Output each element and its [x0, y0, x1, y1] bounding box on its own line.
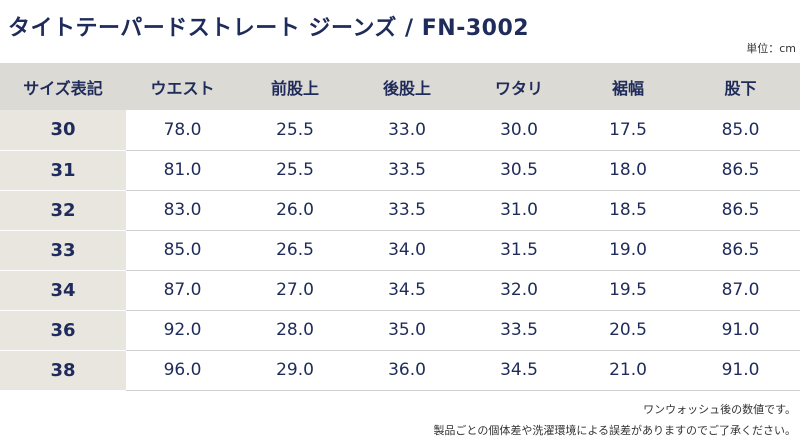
cell-inseam: 86.5: [681, 230, 800, 271]
header-back-rise: 後股上: [351, 63, 463, 110]
size-table: サイズ表記 ウエスト 前股上 後股上 ワタリ 裾幅 股下 30 78.0 25.5 3…: [0, 63, 800, 391]
cell-back-rise: 34.0: [351, 230, 463, 271]
cell-front-rise: 25.5: [239, 110, 351, 151]
cell-inseam: 87.0: [681, 270, 800, 311]
cell-thigh: 30.5: [463, 150, 575, 191]
cell-waist: 87.0: [126, 270, 239, 311]
cell-thigh: 30.0: [463, 110, 575, 151]
table-header-row: サイズ表記 ウエスト 前股上 後股上 ワタリ 裾幅 股下: [0, 63, 800, 110]
cell-back-rise: 35.0: [351, 310, 463, 351]
table-row: 34 87.0 27.0 34.5 32.0 19.5 87.0: [0, 270, 800, 311]
cell-back-rise: 34.5: [351, 270, 463, 311]
cell-hem-width: 17.5: [575, 110, 681, 151]
cell-back-rise: 33.5: [351, 150, 463, 191]
cell-size: 32: [0, 190, 126, 231]
cell-front-rise: 25.5: [239, 150, 351, 191]
cell-size: 31: [0, 150, 126, 191]
cell-hem-width: 20.5: [575, 310, 681, 351]
cell-front-rise: 27.0: [239, 270, 351, 311]
header-hem-width: 裾幅: [575, 63, 681, 110]
table-row: 36 92.0 28.0 35.0 33.5 20.5 91.0: [0, 310, 800, 351]
cell-inseam: 85.0: [681, 110, 800, 151]
cell-waist: 81.0: [126, 150, 239, 191]
cell-inseam: 91.0: [681, 310, 800, 351]
table-row: 30 78.0 25.5 33.0 30.0 17.5 85.0: [0, 110, 800, 151]
cell-back-rise: 33.0: [351, 110, 463, 151]
cell-front-rise: 26.5: [239, 230, 351, 271]
cell-thigh: 31.0: [463, 190, 575, 231]
cell-waist: 85.0: [126, 230, 239, 271]
cell-size: 36: [0, 310, 126, 351]
cell-thigh: 31.5: [463, 230, 575, 271]
cell-front-rise: 29.0: [239, 350, 351, 391]
cell-hem-width: 19.0: [575, 230, 681, 271]
cell-inseam: 91.0: [681, 350, 800, 391]
note-wash: ワンウォッシュ後の数値です。: [643, 403, 796, 416]
cell-hem-width: 21.0: [575, 350, 681, 391]
cell-hem-width: 18.5: [575, 190, 681, 231]
header-thigh: ワタリ: [463, 63, 575, 110]
cell-thigh: 33.5: [463, 310, 575, 351]
cell-inseam: 86.5: [681, 190, 800, 231]
cell-waist: 96.0: [126, 350, 239, 391]
page-title: タイトテーパードストレート ジーンズ / FN-3002: [8, 16, 530, 41]
cell-size: 34: [0, 270, 126, 311]
cell-hem-width: 19.5: [575, 270, 681, 311]
header-inseam: 股下: [681, 63, 800, 110]
unit-label: 単位：cm: [746, 42, 796, 55]
cell-thigh: 32.0: [463, 270, 575, 311]
cell-waist: 83.0: [126, 190, 239, 231]
header-size: サイズ表記: [0, 63, 126, 110]
cell-waist: 78.0: [126, 110, 239, 151]
cell-back-rise: 36.0: [351, 350, 463, 391]
cell-size: 30: [0, 110, 126, 151]
cell-size: 33: [0, 230, 126, 271]
cell-thigh: 34.5: [463, 350, 575, 391]
note-disclaimer: 製品ごとの個体差や洗濯環境による誤差がありますのでご了承ください。: [433, 424, 796, 437]
header-front-rise: 前股上: [239, 63, 351, 110]
cell-back-rise: 33.5: [351, 190, 463, 231]
cell-inseam: 86.5: [681, 150, 800, 191]
cell-front-rise: 26.0: [239, 190, 351, 231]
table-row: 38 96.0 29.0 36.0 34.5 21.0 91.0: [0, 350, 800, 391]
table-row: 33 85.0 26.5 34.0 31.5 19.0 86.5: [0, 230, 800, 271]
cell-waist: 92.0: [126, 310, 239, 351]
cell-hem-width: 18.0: [575, 150, 681, 191]
table-row: 32 83.0 26.0 33.5 31.0 18.5 86.5: [0, 190, 800, 231]
header-waist: ウエスト: [126, 63, 239, 110]
table-row: 31 81.0 25.5 33.5 30.5 18.0 86.5: [0, 150, 800, 191]
cell-front-rise: 28.0: [239, 310, 351, 351]
cell-size: 38: [0, 350, 126, 391]
